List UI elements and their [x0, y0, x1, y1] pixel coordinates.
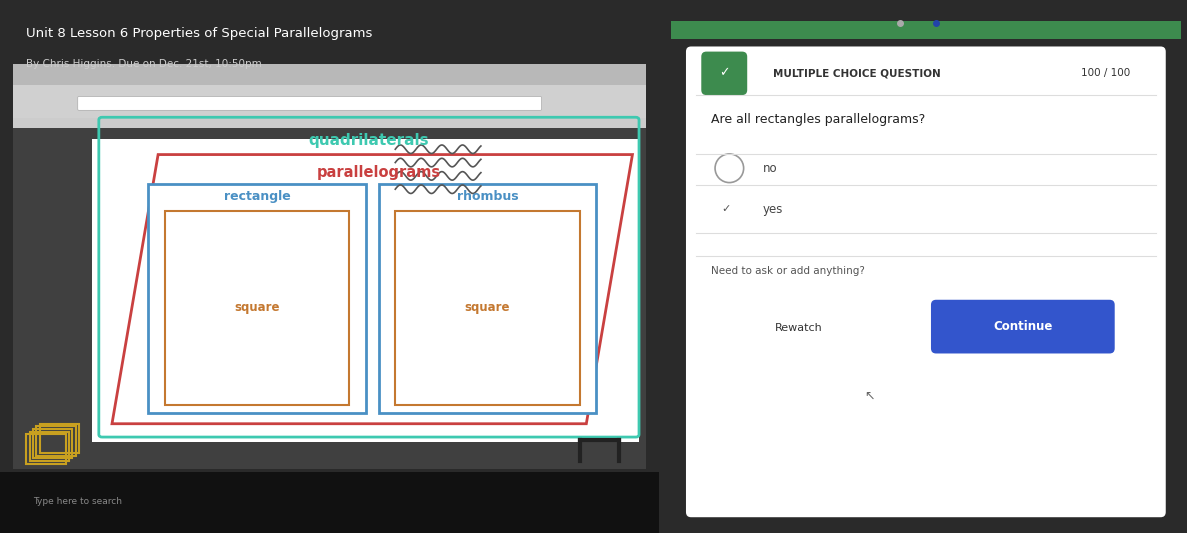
Text: rectangle: rectangle — [223, 190, 291, 203]
Text: Type here to search: Type here to search — [33, 497, 122, 505]
Text: ↖: ↖ — [864, 390, 875, 402]
Text: yes: yes — [762, 203, 783, 216]
Text: Unit 8 Lesson 6 Properties of Special Parallelograms: Unit 8 Lesson 6 Properties of Special Pa… — [26, 27, 373, 39]
Text: square: square — [234, 301, 280, 314]
Text: no: no — [762, 161, 777, 175]
Text: quadrilaterals: quadrilaterals — [309, 133, 430, 148]
FancyBboxPatch shape — [77, 96, 541, 110]
Text: ✓: ✓ — [719, 67, 730, 79]
Text: Need to ask or add anything?: Need to ask or add anything? — [711, 266, 865, 277]
Text: square: square — [465, 301, 510, 314]
Text: 100 / 100: 100 / 100 — [1081, 68, 1130, 78]
FancyBboxPatch shape — [686, 46, 1166, 517]
FancyBboxPatch shape — [931, 300, 1115, 353]
Text: Are all rectangles parallelograms?: Are all rectangles parallelograms? — [711, 113, 926, 126]
FancyBboxPatch shape — [671, 21, 1181, 39]
Text: MULTIPLE CHOICE QUESTION: MULTIPLE CHOICE QUESTION — [773, 68, 940, 78]
Text: Rewatch: Rewatch — [774, 323, 823, 333]
FancyBboxPatch shape — [165, 211, 349, 405]
FancyBboxPatch shape — [13, 128, 646, 469]
Text: rhombus: rhombus — [457, 190, 519, 203]
FancyBboxPatch shape — [395, 211, 579, 405]
FancyBboxPatch shape — [379, 184, 596, 413]
FancyBboxPatch shape — [13, 118, 646, 128]
FancyBboxPatch shape — [93, 139, 639, 442]
FancyBboxPatch shape — [13, 85, 646, 128]
FancyBboxPatch shape — [148, 184, 366, 413]
FancyBboxPatch shape — [13, 64, 646, 85]
FancyBboxPatch shape — [0, 472, 659, 533]
Text: By Chris Higgins. Due on Dec. 21st, 10:50pm: By Chris Higgins. Due on Dec. 21st, 10:5… — [26, 59, 262, 69]
Text: parallelograms: parallelograms — [317, 165, 442, 180]
FancyBboxPatch shape — [702, 52, 748, 95]
Text: ✓: ✓ — [722, 204, 731, 214]
Text: Continue: Continue — [994, 320, 1053, 333]
